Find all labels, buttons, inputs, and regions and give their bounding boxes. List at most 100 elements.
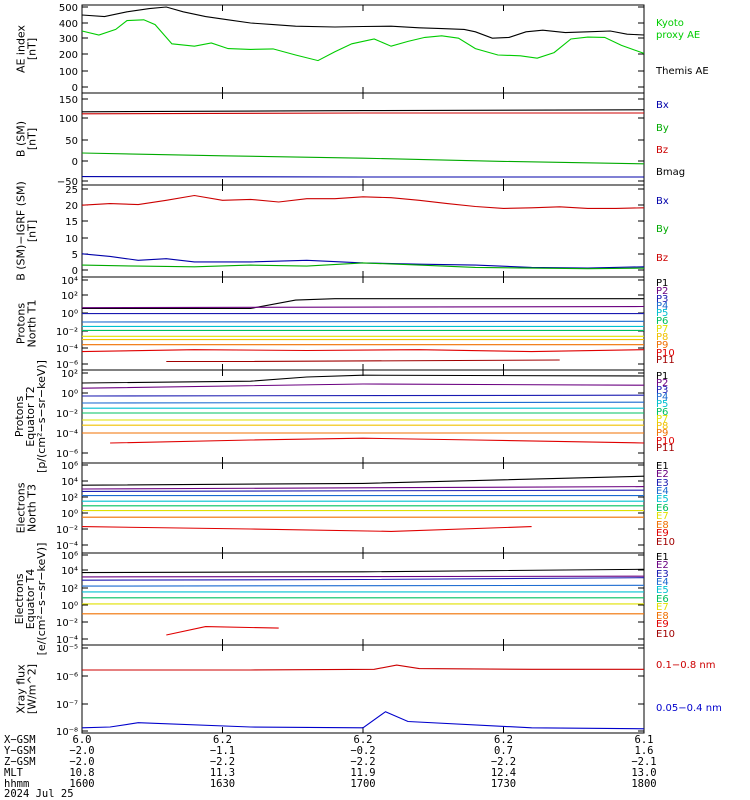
y-tick-label: 10⁻⁶ — [56, 360, 78, 371]
x-tick-value: −2.1 — [631, 756, 656, 768]
y-tick-label: −50 — [57, 177, 78, 188]
y-tick-label: 10⁴ — [61, 477, 78, 488]
series-line-by — [81, 152, 645, 165]
y-tick-label: 10⁰ — [61, 389, 78, 400]
legend-entry: E3 — [656, 569, 669, 580]
y-tick-label: 10⁻² — [56, 525, 78, 536]
y-tick-label: 10² — [61, 291, 78, 302]
legend-entry: E1 — [656, 552, 669, 563]
legend-entry: E7 — [656, 602, 669, 613]
legend-entry: E8 — [656, 520, 669, 531]
y-tick-label: 300 — [59, 34, 78, 45]
y-tick-label: 10² — [61, 584, 78, 595]
series-line-by — [81, 262, 645, 270]
x-tick-value: 11.3 — [210, 767, 235, 779]
series-line-p2 — [81, 305, 645, 309]
legend-entry: P6 — [656, 407, 668, 418]
series-line-e9 — [166, 626, 279, 636]
x-tick-value: −2.2 — [350, 756, 375, 768]
y-tick-label: 10⁻² — [56, 618, 78, 629]
y-axis-label: [e/(cm²−s−sr−keV)] — [35, 543, 48, 656]
x-tick-value: 6.2 — [354, 734, 373, 746]
legend-entry: P11 — [656, 355, 675, 366]
x-row-label: MLT — [4, 767, 24, 779]
legend-entry: P10 — [656, 348, 675, 359]
legend-entry: Bx — [656, 100, 669, 111]
legend-entry: P2 — [656, 286, 668, 297]
x-tick-value: −2.2 — [491, 756, 516, 768]
y-axis-label: North T1 — [26, 300, 39, 348]
legend-entry: E2 — [656, 469, 669, 480]
y-tick-label: 150 — [59, 95, 78, 106]
series-line-e2 — [81, 575, 645, 578]
legend-entry: P3 — [656, 385, 668, 396]
series-line-p3 — [81, 394, 645, 397]
series-line-e3 — [81, 577, 645, 581]
x-tick-value: −0.2 — [350, 745, 375, 757]
x-tick-value: −2.0 — [69, 745, 94, 757]
y-axis-label: Protons — [13, 396, 26, 437]
panel-frame — [81, 552, 645, 646]
series-line-p1 — [82, 298, 644, 310]
y-tick-label: 10⁰ — [61, 601, 78, 612]
x-tick-value: 13.0 — [631, 767, 656, 779]
y-tick-label: 10 — [65, 234, 78, 245]
legend-entry: P5 — [656, 399, 668, 410]
y-axis-label: Electrons — [13, 573, 26, 624]
x-tick-value: 12.4 — [491, 767, 516, 779]
y-tick-label: 100 — [59, 67, 78, 78]
legend-entry: P4 — [656, 392, 668, 403]
y-axis-label: [W/m^2] — [26, 664, 39, 714]
y-tick-label: 10⁻⁷ — [56, 700, 78, 711]
panel-bdiff: 25 20 15 10 5 0 B (SM)−IGRF (SM)[nT] Bx By Bz — [15, 181, 669, 281]
y-axis-label: B (SM) — [15, 121, 28, 157]
y-axis-label: B (SM)−IGRF (SM) — [15, 181, 28, 281]
x-tick-value: 1800 — [631, 778, 656, 790]
x-tick-value: −2.0 — [69, 756, 94, 768]
y-tick-label: 10⁶ — [61, 461, 78, 472]
series-line-p11 — [166, 359, 560, 363]
series-line-p4 — [81, 320, 645, 323]
legend-entry: P3 — [656, 294, 668, 305]
series-line-kyoto-proxy-ae — [81, 19, 645, 62]
legend-entry: E4 — [656, 486, 669, 497]
x-tick-value: 10.8 — [69, 767, 94, 779]
legend-entry: Bz — [656, 145, 668, 156]
y-tick-label: 20 — [65, 201, 78, 212]
y-axis-label: North T3 — [26, 484, 39, 532]
y-tick-label: 10² — [61, 369, 78, 380]
legend-entry: P8 — [656, 421, 668, 432]
series-line-e1 — [81, 568, 645, 574]
legend-entry: E10 — [656, 537, 675, 548]
y-axis-label: Xray flux — [15, 664, 28, 714]
legend-entry: P7 — [656, 414, 668, 425]
legend-entry: 0.1−0.8 nm — [656, 660, 715, 671]
series-line-p1 — [81, 374, 645, 384]
legend-entry: E3 — [656, 478, 669, 489]
legend-entry: Themis AE — [655, 66, 709, 77]
x-tick-value: 6.0 — [73, 734, 92, 746]
y-tick-label: 10⁻⁶ — [56, 672, 78, 683]
y-tick-label: 10⁻⁴ — [56, 344, 78, 355]
y-tick-label: 200 — [59, 50, 78, 61]
y-tick-label: 10⁻⁴ — [56, 635, 78, 646]
x-row-label: hhmm — [4, 778, 29, 790]
x-row-label: Z−GSM — [4, 756, 36, 768]
x-tick-value: 6.2 — [494, 734, 513, 746]
legend-entry: E6 — [656, 594, 669, 605]
legend-entry: P5 — [656, 308, 668, 319]
legend-entry: P1 — [656, 371, 668, 382]
legend-entry: E8 — [656, 611, 669, 622]
y-tick-label: 10⁻⁴ — [56, 541, 78, 552]
panel-frame — [81, 276, 645, 371]
legend-entry: E1 — [656, 461, 669, 472]
y-tick-label: 10⁻⁵ — [56, 644, 78, 655]
y-tick-label: 10² — [61, 493, 78, 504]
y-axis-label: AE index — [15, 24, 28, 73]
y-axis-label: [nT] — [26, 220, 39, 242]
